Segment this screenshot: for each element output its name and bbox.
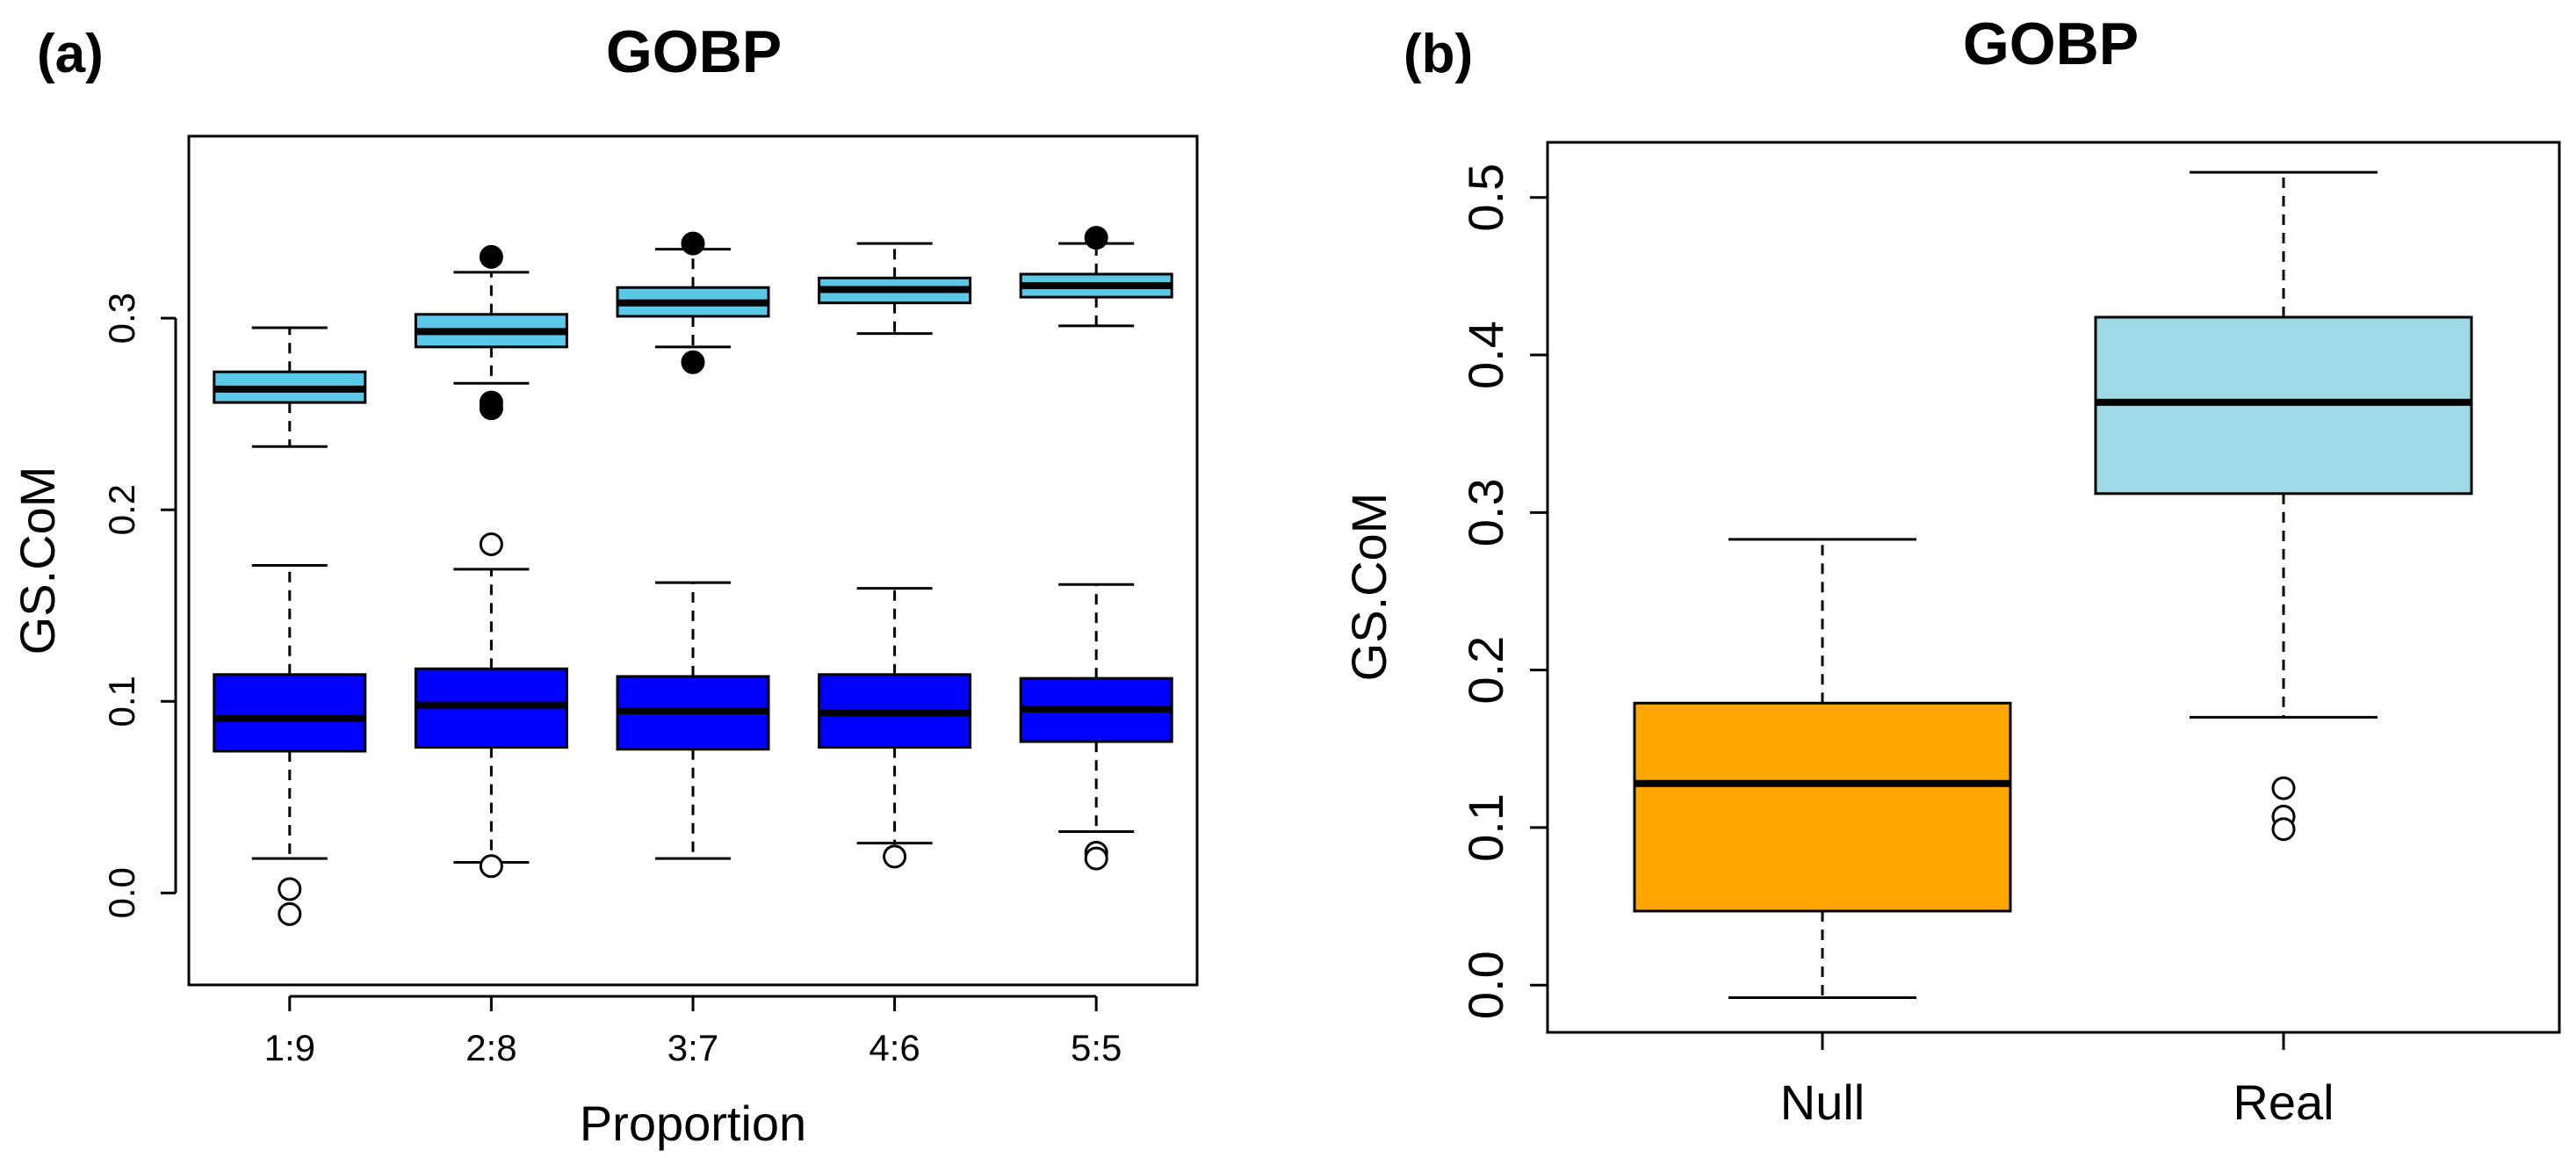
panel-a-null-2-outlier bbox=[479, 854, 503, 879]
panel-a-y-label: GS.CoM bbox=[10, 467, 65, 655]
panel-a-x-tick-label: 1:9 bbox=[264, 1027, 315, 1068]
panel-a-real-5-outlier bbox=[1084, 226, 1108, 250]
panel-a-real-1-box bbox=[213, 326, 367, 448]
panel-b-y-tick-label: 0.0 bbox=[1458, 951, 1513, 1019]
panel-a-title: GOBP bbox=[606, 18, 782, 85]
panel-b-x-tick-label: Real bbox=[2233, 1075, 2334, 1130]
panel-a: (a) GOBP 0.0 0.1 0.2 0.3 1:9 2:8 3:7 4:6 5:5 Pr… bbox=[10, 18, 1199, 1151]
panel-b-null-box bbox=[1633, 538, 2012, 1000]
panel-a-null-2-outlier bbox=[479, 532, 503, 556]
panel-a-x-tick-label: 3:7 bbox=[667, 1027, 718, 1068]
panel-a-null-5-outlier bbox=[1084, 846, 1108, 871]
panel-a-null-1-box bbox=[213, 563, 367, 926]
panel-b-label: (b) bbox=[1403, 24, 1473, 84]
panel-b-real-box bbox=[2094, 170, 2473, 842]
panel-b-x-axis: Null Real bbox=[1780, 1032, 2334, 1130]
panel-a-y-tick-label: 0.2 bbox=[101, 484, 142, 535]
panel-b-title: GOBP bbox=[1963, 11, 2139, 77]
panel-b-y-tick-label: 0.5 bbox=[1458, 163, 1513, 232]
panel-a-null-1-outlier bbox=[278, 877, 302, 901]
panel-a-real-4-box bbox=[818, 242, 972, 336]
panel-b-x-tick-label: Null bbox=[1780, 1075, 1865, 1130]
panel-a-plot-frame bbox=[187, 134, 1199, 987]
panel-b-boxes bbox=[1633, 170, 2473, 1000]
panel-a-x-tick-label: 5:5 bbox=[1071, 1027, 1122, 1068]
panel-b-real-outlier bbox=[2271, 817, 2296, 842]
panel-a-null-5-box bbox=[1019, 583, 1173, 871]
panel-b-y-axis: 0.0 0.1 0.2 0.3 0.4 0.5 bbox=[1458, 163, 1549, 1019]
panel-a-real-2-outlier bbox=[479, 244, 503, 269]
panel-a-y-tick-label: 0.1 bbox=[101, 676, 142, 727]
panel-b-y-tick-label: 0.3 bbox=[1458, 478, 1513, 546]
panel-a-real-3-outlier bbox=[681, 350, 705, 374]
panel-a-null-3-box bbox=[616, 581, 770, 860]
panel-b-y-tick-label: 0.1 bbox=[1458, 793, 1513, 862]
panel-a-x-tick-label: 2:8 bbox=[465, 1027, 516, 1068]
panel-a-real-2-outlier bbox=[479, 396, 503, 421]
panel-a-x-axis: 1:9 2:8 3:7 4:6 5:5 bbox=[264, 995, 1122, 1068]
panel-a-null-4-box bbox=[818, 587, 972, 869]
panel-b-null-iqr-rect bbox=[1633, 701, 2012, 913]
panel-a-x-label: Proportion bbox=[580, 1096, 806, 1151]
panel-b: (b) GOBP 0.0 0.1 0.2 0.3 0.4 0.5 Null Real GS.… bbox=[1341, 11, 2561, 1130]
panel-a-y-axis: 0.0 0.1 0.2 0.3 bbox=[101, 293, 177, 919]
panel-b-y-label: GS.CoM bbox=[1341, 493, 1396, 682]
panel-a-y-tick-label: 0.3 bbox=[101, 293, 142, 344]
panel-a-real-2-box bbox=[414, 244, 568, 421]
panel-a-x-tick-label: 4:6 bbox=[869, 1027, 920, 1068]
panel-a-y-tick-label: 0.0 bbox=[101, 867, 142, 918]
panel-a-null-4-outlier bbox=[883, 844, 907, 869]
panel-b-y-tick-label: 0.4 bbox=[1458, 321, 1513, 389]
panel-a-label: (a) bbox=[37, 24, 104, 84]
panel-a-boxes bbox=[213, 226, 1173, 926]
panel-a-real-5-box bbox=[1019, 226, 1173, 328]
panel-a-null-2-box bbox=[414, 532, 568, 879]
panel-b-y-tick-label: 0.2 bbox=[1458, 636, 1513, 705]
panel-a-real-3-box bbox=[616, 231, 770, 374]
panel-a-real-3-outlier bbox=[681, 231, 705, 256]
panel-a-null-1-iqr-rect bbox=[213, 673, 367, 753]
panel-a-null-1-outlier bbox=[278, 901, 302, 926]
panel-b-real-outlier bbox=[2271, 776, 2296, 800]
